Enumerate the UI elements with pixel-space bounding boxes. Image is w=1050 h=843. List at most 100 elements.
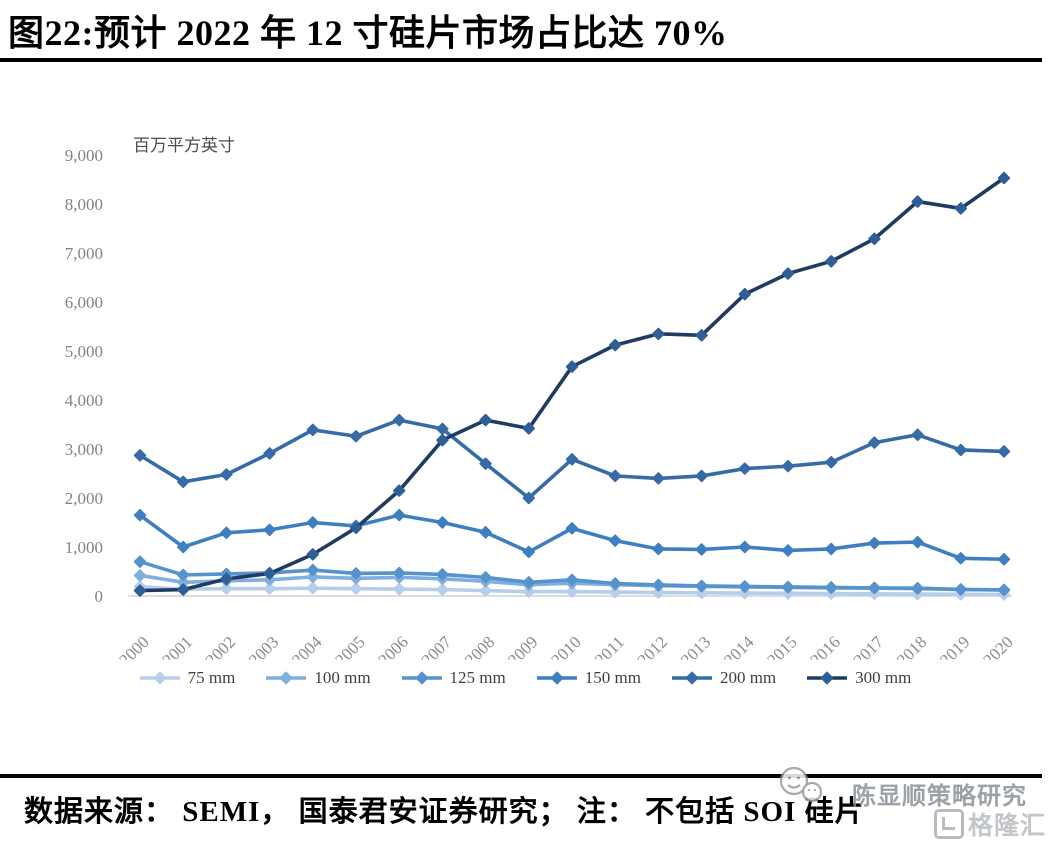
data-point-125mm [868, 581, 881, 595]
legend-label: 75 mm [187, 668, 236, 687]
data-point-200mm [479, 457, 492, 470]
legend-item-150mm: 150 mm [536, 668, 641, 688]
data-point-300mm [954, 202, 967, 215]
data-point-300mm [220, 572, 233, 586]
data-point-125mm [177, 568, 190, 582]
data-point-200mm [177, 475, 190, 489]
x-tick-label: 2005 [331, 632, 368, 660]
data-point-200mm [911, 428, 924, 441]
data-point-200mm [349, 430, 363, 443]
data-point-125mm [738, 580, 751, 593]
y-tick-label: 1,000 [65, 538, 103, 557]
data-point-200mm [781, 459, 795, 473]
x-tick-label: 2017 [850, 632, 888, 660]
data-point-150mm [522, 545, 535, 559]
data-point-75mm [522, 585, 535, 598]
data-point-200mm [133, 449, 147, 462]
data-point-200mm [652, 472, 665, 485]
data-point-300mm [825, 255, 838, 268]
data-point-125mm [133, 555, 147, 568]
legend-marker-icon [671, 671, 712, 685]
figure-title: 图22:预计 2022 年 12 寸硅片市场占比达 70% [8, 13, 728, 53]
data-point-125mm [306, 563, 319, 577]
data-point-200mm [997, 445, 1011, 458]
data-point-300mm [565, 360, 579, 373]
x-tick-label: 2015 [763, 632, 800, 660]
legend-label: 200 mm [719, 668, 777, 687]
y-tick-label: 7,000 [65, 244, 103, 263]
data-point-200mm [695, 469, 708, 483]
y-tick-label: 0 [95, 587, 104, 606]
legend-label: 150 mm [584, 668, 641, 687]
legend-label: 300 mm [855, 668, 912, 687]
data-point-300mm [781, 267, 795, 280]
y-axis-unit-label: 百万平方英寸 [133, 136, 235, 155]
data-point-125mm [781, 580, 795, 594]
gelonghui-logo-icon [933, 809, 964, 839]
chart-area: 百万平方英寸 0 1,000 2,000 3,000 4,000 5,000 6,000 7,0… [65, 136, 1017, 670]
x-tick-label: 2008 [461, 632, 498, 660]
data-point-125mm [911, 581, 924, 595]
wechat-emoji-icon [779, 766, 823, 803]
data-point-200mm [954, 443, 967, 457]
data-point-150mm [825, 542, 838, 556]
data-point-300mm [911, 195, 924, 208]
data-point-150mm [263, 523, 276, 537]
data-point-150mm [997, 553, 1011, 566]
data-point-150mm [306, 516, 319, 529]
data-point-125mm [349, 567, 363, 580]
legend-marker-icon [807, 671, 848, 685]
x-tick-label: 2016 [807, 632, 844, 660]
data-point-125mm [609, 577, 622, 590]
data-point-300mm [436, 433, 449, 447]
data-point-300mm [306, 548, 319, 561]
legend-item-200mm: 200 mm [671, 668, 776, 688]
data-point-200mm [522, 491, 535, 505]
data-point-300mm [868, 232, 881, 245]
x-tick-label: 2006 [375, 632, 412, 660]
data-point-75mm [479, 584, 492, 597]
y-tick-label: 3,000 [65, 440, 103, 459]
data-point-125mm [695, 579, 708, 593]
data-point-150mm [393, 508, 406, 522]
data-point-100mm [133, 569, 147, 582]
x-tick-label: 2019 [936, 632, 973, 660]
y-tick-label: 4,000 [65, 391, 103, 410]
data-point-200mm [738, 462, 751, 475]
y-tick-label: 9,000 [65, 146, 103, 165]
data-point-300mm [177, 583, 190, 596]
data-point-150mm [738, 540, 751, 554]
data-point-125mm [825, 581, 838, 594]
data-point-150mm [911, 535, 924, 549]
source-note: 数据来源： SEMI， 国泰君安证券研究； 注： 不包括 SOI 硅片 [24, 796, 865, 828]
data-point-75mm [306, 581, 319, 595]
data-point-200mm [306, 423, 319, 437]
data-point-75mm [263, 582, 276, 595]
legend-marker-icon [139, 671, 180, 685]
data-point-200mm [868, 436, 881, 449]
x-tick-label: 2012 [634, 632, 671, 660]
data-point-150mm [781, 544, 795, 557]
data-point-75mm [609, 585, 622, 599]
x-tick-label: 2014 [720, 632, 758, 660]
x-tick-label: 2004 [288, 632, 326, 660]
data-point-200mm [220, 468, 233, 481]
x-tick-label: 2018 [893, 632, 930, 660]
data-point-150mm [436, 516, 449, 529]
data-point-200mm [565, 453, 579, 466]
data-point-300mm [349, 521, 363, 535]
data-point-125mm [997, 583, 1011, 597]
data-point-75mm [220, 582, 233, 595]
legend-item-125mm: 125 mm [401, 668, 506, 688]
x-tick-label: 2020 [979, 632, 1016, 660]
data-point-150mm [220, 526, 233, 539]
y-tick-label: 8,000 [65, 195, 103, 214]
data-point-150mm [133, 508, 147, 522]
silicon-wafer-line-chart: 百万平方英寸 0 1,000 2,000 3,000 4,000 5,000 6,000 7,0… [65, 136, 1017, 670]
x-tick-label: 2009 [504, 632, 541, 660]
data-point-300mm [133, 584, 147, 597]
data-point-300mm [522, 422, 535, 435]
data-point-125mm [652, 578, 665, 592]
data-point-300mm [609, 338, 622, 352]
